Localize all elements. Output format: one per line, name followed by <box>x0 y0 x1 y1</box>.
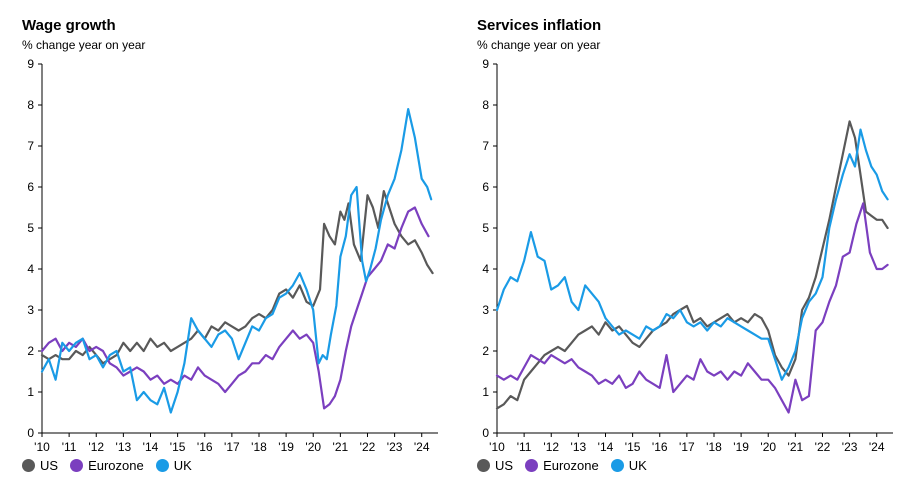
y-tick-label: 2 <box>27 344 34 358</box>
x-tick-label: '16 <box>197 440 213 454</box>
series-line-uk <box>40 107 433 414</box>
x-tick-label: '10 <box>489 440 505 454</box>
y-tick-label: 5 <box>27 221 34 235</box>
x-tick-label: '20 <box>305 440 321 454</box>
legend-item-eurozone: Eurozone <box>525 458 599 473</box>
x-tick-label: '17 <box>224 440 240 454</box>
y-tick-label: 7 <box>27 139 34 153</box>
chart-title: Wage growth <box>22 17 116 34</box>
x-tick-label: '22 <box>815 440 831 454</box>
legend-label: US <box>40 458 59 473</box>
x-tick-label: '18 <box>706 440 722 454</box>
y-tick-label: 4 <box>27 262 34 276</box>
x-tick-label: '14 <box>598 440 614 454</box>
y-tick-label: 4 <box>482 262 489 276</box>
x-tick-label: '15 <box>625 440 641 454</box>
x-tick-label: '18 <box>251 440 267 454</box>
legend-label: UK <box>628 458 647 473</box>
services-inflation-chart: 0 1 2 3 4 5 6 7 8 9 '10 '11 '12 '13 '14 '15 '16 '17 '18 '19… <box>482 57 893 454</box>
y-tick-label: 9 <box>482 57 489 71</box>
y-tick-label: 6 <box>482 180 489 194</box>
legend-label: Eurozone <box>543 458 599 473</box>
legend-item-uk: UK <box>155 458 192 473</box>
legend-swatch <box>525 459 539 472</box>
x-tick-label: '24 <box>869 440 885 454</box>
x-tick-label: '11 <box>517 440 532 454</box>
legend-swatch <box>477 459 490 472</box>
series-line-eurozone <box>495 202 889 414</box>
x-tick-label: '15 <box>170 440 186 454</box>
x-tick-label: '22 <box>360 440 376 454</box>
legend-swatch <box>155 459 169 472</box>
x-tick-label: '23 <box>387 440 403 454</box>
legend-swatch <box>610 459 624 472</box>
x-tick-label: '21 <box>333 440 349 454</box>
y-tick-label: 0 <box>482 426 489 440</box>
y-tick-label: 6 <box>27 180 34 194</box>
x-tick-label: '19 <box>278 440 294 454</box>
chart-subtitle: % change year on year <box>22 38 146 52</box>
y-tick-label: 1 <box>27 385 34 399</box>
y-tick-label: 5 <box>482 221 489 235</box>
y-tick-label: 1 <box>482 385 489 399</box>
legend-label: US <box>495 458 514 473</box>
legend-item-eurozone: Eurozone <box>70 458 144 473</box>
legend-item-us: US <box>22 458 58 473</box>
chart-legend: US Eurozone UK <box>477 458 659 473</box>
wage-growth-panel: Wage growth % change year on year 0 1 2 3 4 5… <box>0 0 450 498</box>
x-tick-label: '16 <box>652 440 668 454</box>
y-tick-label: 3 <box>482 303 489 317</box>
x-tick-label: '21 <box>788 440 804 454</box>
y-tick-label: 2 <box>482 344 489 358</box>
series-line-us <box>495 120 889 410</box>
x-tick-label: '11 <box>62 440 77 454</box>
wage-growth-chart: 0 1 2 3 4 5 6 7 8 9 '10 '11 '12 '13 '14 '15 '16 '17 '18 '19… <box>27 57 438 454</box>
y-tick-label: 9 <box>27 57 34 71</box>
services-inflation-panel: Services inflation % change year on year… <box>455 0 905 498</box>
legend-item-us: US <box>477 458 513 473</box>
chart-subtitle: % change year on year <box>477 38 601 52</box>
x-tick-label: '10 <box>34 440 50 454</box>
x-tick-label: '19 <box>733 440 749 454</box>
y-tick-label: 7 <box>482 139 489 153</box>
x-tick-label: '13 <box>571 440 587 454</box>
y-tick-label: 8 <box>482 98 489 112</box>
chart-legend: US Eurozone UK <box>22 458 204 473</box>
y-tick-label: 8 <box>27 98 34 112</box>
legend-label: Eurozone <box>88 458 144 473</box>
series-line-us <box>40 190 434 365</box>
x-tick-label: '12 <box>88 440 104 454</box>
x-tick-label: '24 <box>414 440 430 454</box>
series-line-eurozone <box>40 206 430 410</box>
x-tick-label: '20 <box>760 440 776 454</box>
x-tick-label: '13 <box>116 440 132 454</box>
x-tick-label: '17 <box>679 440 695 454</box>
x-tick-label: '23 <box>842 440 858 454</box>
chart-title: Services inflation <box>477 17 602 34</box>
x-tick-label: '14 <box>143 440 159 454</box>
legend-item-uk: UK <box>610 458 647 473</box>
legend-label: UK <box>173 458 192 473</box>
legend-swatch <box>70 459 84 472</box>
y-tick-label: 3 <box>27 303 34 317</box>
series-line-uk <box>495 128 889 381</box>
legend-swatch <box>22 459 35 472</box>
y-tick-label: 0 <box>27 426 34 440</box>
x-tick-label: '12 <box>543 440 559 454</box>
